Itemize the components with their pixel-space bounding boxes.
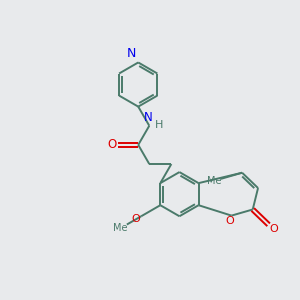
Text: N: N xyxy=(143,111,152,124)
Text: Me: Me xyxy=(113,223,128,233)
Text: Me: Me xyxy=(207,176,221,186)
Text: O: O xyxy=(269,224,278,234)
Text: O: O xyxy=(226,216,235,226)
Text: H: H xyxy=(155,120,163,130)
Text: O: O xyxy=(131,214,140,224)
Text: O: O xyxy=(107,138,116,152)
Text: N: N xyxy=(127,46,136,59)
